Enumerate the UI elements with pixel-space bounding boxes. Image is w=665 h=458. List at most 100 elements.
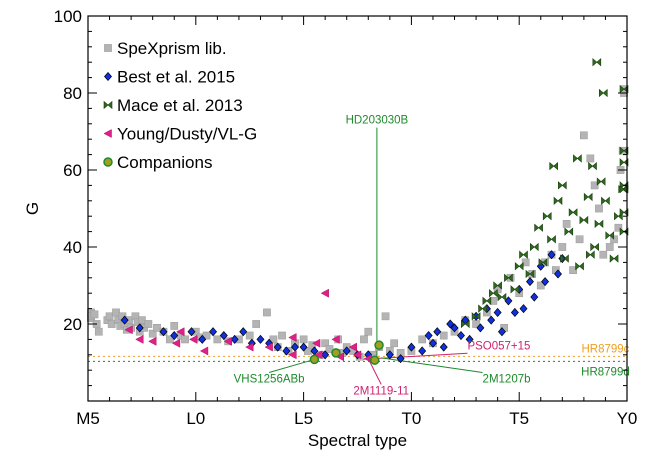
point-diamond-42: [510, 307, 519, 317]
y-tick-label-1: 40: [63, 238, 82, 257]
point-diamond-34: [465, 334, 474, 344]
point-square-64: [418, 335, 427, 344]
point-diamond-46: [530, 292, 539, 302]
point-square-29: [181, 335, 189, 344]
point-triangle-left-7: [223, 336, 232, 346]
point-bowtie-1: [471, 312, 481, 321]
point-diamond-2: [159, 327, 168, 337]
point-diamond-23: [396, 354, 405, 364]
point-bowtie-2: [478, 304, 487, 313]
point-diamond-18: [321, 350, 330, 360]
point-bowtie-40: [619, 208, 629, 217]
point-triangle-left-14: [320, 288, 329, 298]
x-tick-label-2: L5: [294, 409, 313, 428]
point-diamond-11: [256, 334, 265, 344]
point-bowtie-28: [588, 161, 597, 171]
series-bowtie: [460, 58, 629, 329]
point-bowtie-24: [575, 262, 584, 271]
y-tick-label-2: 60: [63, 161, 82, 180]
x-tick-label-3: T0: [401, 409, 421, 428]
point-diamond-27: [428, 338, 437, 348]
point-square-3: [90, 310, 99, 319]
point-bowtie-17: [549, 161, 558, 171]
point-triangle-left-15: [331, 334, 340, 344]
point-bowtie-10: [519, 250, 528, 259]
point-bowtie-22: [568, 208, 578, 217]
point-diamond-0: [120, 315, 129, 325]
legend-label-2: Mace et al. 2013: [117, 96, 243, 115]
point-diamond-5: [198, 334, 207, 344]
point-bowtie-32: [596, 177, 606, 186]
data-series: [87, 58, 629, 365]
x-axis-title: Spectral type: [308, 431, 407, 450]
point-bowtie-45: [619, 185, 629, 194]
y-tick-label-3: 80: [63, 84, 82, 103]
point-bowtie-33: [598, 88, 608, 98]
point-diamond-49: [547, 250, 556, 260]
series-diamond: [120, 250, 567, 364]
point-diamond-30: [446, 319, 455, 329]
legend-label-1: Best et al. 2015: [117, 68, 235, 87]
point-bowtie-44: [619, 146, 629, 155]
point-square-41: [278, 331, 286, 340]
point-bowtie-26: [583, 192, 593, 202]
point-square-7: [105, 312, 114, 321]
point-square-37: [252, 320, 261, 328]
point-bowtie-39: [619, 158, 629, 167]
y-tick-label-0: 20: [63, 315, 82, 334]
plot-frame: [87, 15, 628, 402]
point-square-93: [614, 223, 623, 232]
point-diamond-40: [497, 327, 506, 337]
legend-label-0: SpeXprism lib.: [117, 39, 227, 58]
point-bowtie-7: [504, 273, 513, 282]
point-circle-2: [369, 355, 380, 365]
point-square-27: [170, 322, 179, 330]
point-bowtie-20: [560, 254, 569, 263]
point-diamond-25: [418, 346, 427, 356]
point-diamond-32: [457, 331, 465, 341]
legend-entry-1: Best et al. 2015: [104, 68, 235, 87]
annotation-label-3: 2M1119-11: [353, 385, 409, 397]
legend-label-4: Companions: [117, 153, 212, 172]
point-square-89: [595, 204, 603, 213]
point-square-88: [590, 181, 599, 190]
point-diamond-14: [282, 346, 291, 356]
annotation-leader-2: [268, 358, 315, 373]
point-bowtie-8: [510, 285, 520, 294]
point-triangle-left-11: [288, 350, 297, 360]
x-tick-label-0: M5: [76, 409, 100, 428]
point-diamond-3: [170, 331, 179, 341]
point-diamond-24: [407, 342, 416, 352]
point-square-38: [263, 308, 271, 317]
point-circle-1: [331, 348, 341, 358]
point-bowtie-35: [605, 231, 615, 240]
point-square-22: [144, 320, 153, 328]
point-bowtie-5: [493, 281, 502, 290]
point-triangle-left-12: [312, 338, 321, 348]
point-square-76: [521, 258, 530, 267]
point-diamond-26: [424, 331, 433, 341]
point-triangle-left-1: [135, 334, 144, 344]
reference-line-label-1: HR8799d: [581, 366, 630, 378]
point-triangle-left-2: [148, 336, 157, 346]
point-diamond-19: [342, 346, 351, 356]
point-bowtie-21: [564, 227, 574, 236]
point-square-82: [558, 243, 567, 251]
legend-marker-diamond: [104, 71, 112, 82]
point-diamond-9: [239, 327, 248, 337]
annotation-label-1: PSO057+15: [467, 340, 530, 352]
point-diamond-13: [273, 342, 282, 352]
point-square-61: [390, 339, 399, 348]
point-diamond-36: [476, 323, 485, 333]
legend-marker-triangle-left: [103, 129, 112, 138]
point-square-9: [112, 308, 120, 317]
legend-marker-square: [104, 44, 112, 52]
point-triangle-left-3: [171, 338, 181, 348]
y-tick-label-4: 100: [54, 7, 82, 26]
point-triangle-left-9: [264, 342, 273, 352]
point-bowtie-6: [497, 292, 507, 302]
point-diamond-16: [299, 342, 308, 352]
point-square-39: [269, 335, 278, 344]
point-bowtie-31: [594, 219, 604, 229]
point-square-56: [364, 327, 373, 336]
